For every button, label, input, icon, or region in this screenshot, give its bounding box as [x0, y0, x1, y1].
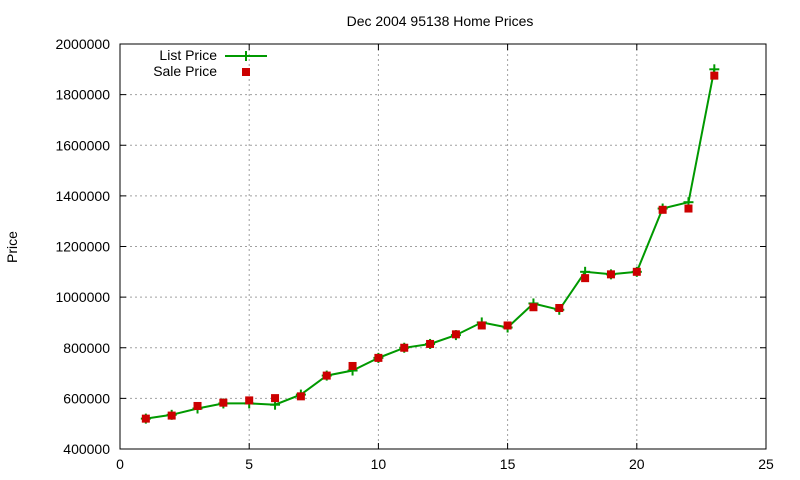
legend-label-sale-price: Sale Price: [153, 63, 217, 79]
x-tick-label: 10: [371, 456, 387, 472]
sale-price-point: [193, 401, 202, 410]
sale-price-point: [529, 303, 538, 312]
x-tick-label: 25: [758, 456, 774, 472]
sale-price-point: [141, 414, 150, 423]
x-tick-label: 20: [629, 456, 645, 472]
sale-price-point: [348, 361, 357, 370]
chart-title: Dec 2004 95138 Home Prices: [347, 13, 534, 29]
sale-price-point: [581, 274, 590, 283]
sale-price-point: [555, 304, 564, 313]
sale-price-point: [167, 411, 176, 420]
sale-price-point: [296, 392, 305, 401]
sale-price-point: [606, 270, 615, 279]
y-tick-label: 800000: [63, 340, 110, 356]
sale-price-point: [400, 343, 409, 352]
y-tick-label: 1800000: [55, 87, 110, 103]
sale-price-point: [710, 71, 719, 80]
x-tick-label: 0: [116, 456, 124, 472]
sale-price-point: [658, 205, 667, 214]
legend-label-list-price: List Price: [159, 47, 217, 63]
y-tick-label: 400000: [63, 441, 110, 457]
sale-price-point: [451, 330, 460, 339]
sale-price-point: [374, 353, 383, 362]
sale-price-point: [684, 204, 693, 213]
list-price-line: [145, 69, 716, 420]
y-tick-label: 600000: [63, 390, 110, 406]
y-tick-label: 1600000: [55, 137, 110, 153]
y-tick-label: 1400000: [55, 188, 110, 204]
grid: [120, 44, 766, 449]
y-axis-label: Price: [4, 231, 20, 263]
y-tick-label: 2000000: [55, 36, 110, 52]
axes: 0 5 10 15 20 25 400000 600000 800000 1000000 12000…: [55, 36, 774, 472]
y-tick-label: 1200000: [55, 239, 110, 255]
x-tick-label: 5: [245, 456, 253, 472]
sale-price-point: [503, 321, 512, 330]
sale-price-point: [322, 371, 331, 380]
sale-price-point: [245, 396, 254, 405]
sale-price-point: [632, 267, 641, 276]
y-tick-label: 1000000: [55, 289, 110, 305]
x-tick-label: 15: [500, 456, 516, 472]
sale-price-point: [271, 394, 280, 403]
sale-price-point: [477, 321, 486, 330]
sale-price-point: [426, 339, 435, 348]
legend-marker-sale-price: [242, 68, 250, 76]
series-layer: [140, 64, 720, 424]
sale-price-point: [219, 398, 228, 407]
